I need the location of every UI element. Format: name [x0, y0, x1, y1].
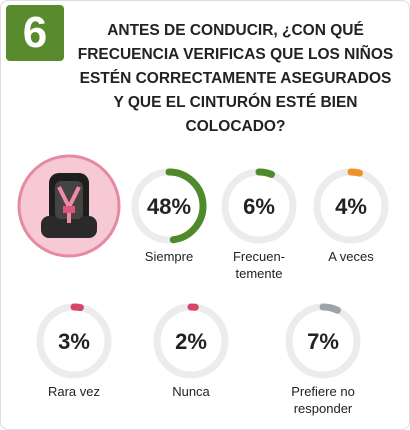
value-label: 6%	[243, 194, 275, 219]
ring-arc	[70, 303, 84, 312]
value-label: 48%	[147, 194, 191, 219]
category-label: A veces	[328, 249, 374, 264]
value-label: 4%	[335, 194, 367, 219]
category-label: Frecuen- temente	[232, 249, 286, 281]
chart-title: ANTES DE CONDUCIR, ¿CON QUÉ FRECUENCIA V…	[77, 22, 394, 135]
category-label: Rara vez	[47, 384, 101, 399]
value-label: 7%	[307, 329, 339, 354]
ring-arc	[347, 168, 363, 177]
category-label: Prefiere no responder	[291, 384, 355, 416]
question-number: 6	[6, 5, 64, 61]
value-label: 3%	[58, 329, 90, 354]
ring-arc	[319, 303, 341, 314]
category-label: Siempre	[144, 249, 194, 264]
ring-arc	[165, 168, 207, 244]
category-label: Nunca	[172, 384, 210, 399]
car-seat-icon	[17, 154, 121, 258]
ring-arc	[255, 168, 276, 178]
value-label: 2%	[175, 329, 207, 354]
